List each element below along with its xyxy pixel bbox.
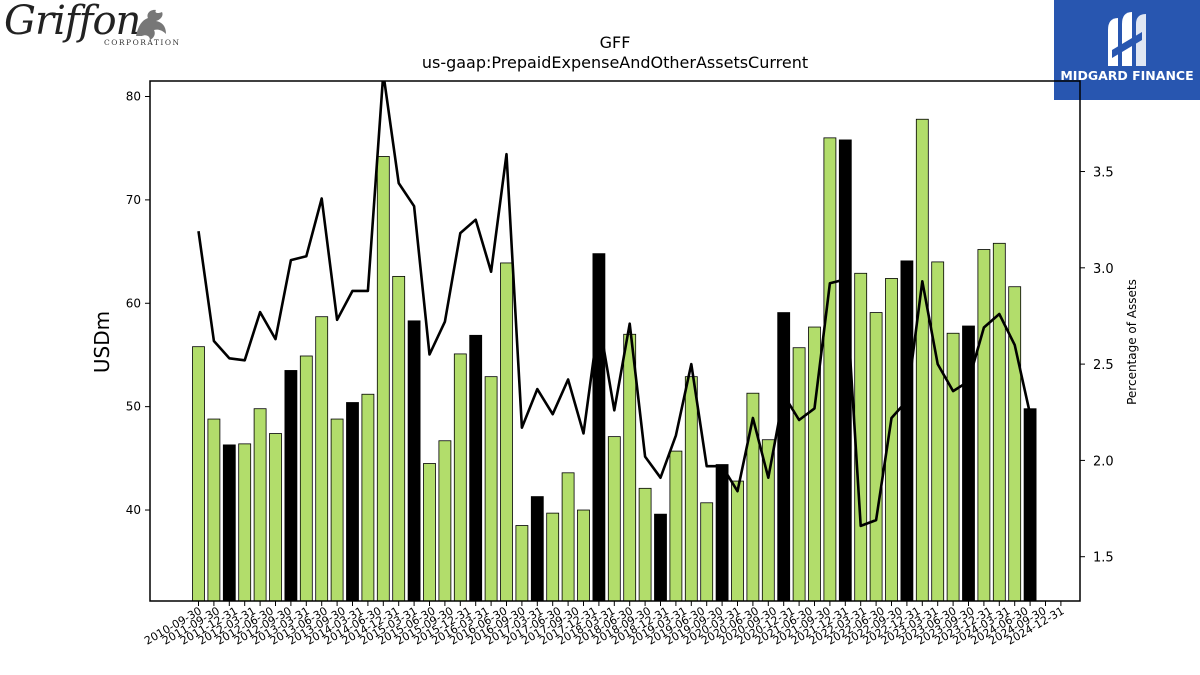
y-tick-label: 40 — [126, 503, 141, 517]
bar-2015-09-30 — [500, 262, 513, 601]
y2-tick-label: 3.5 — [1093, 166, 1114, 181]
y2-tick-label: 3.0 — [1093, 262, 1114, 277]
bar-2010-09-30 — [192, 346, 205, 601]
bar-2017-06-30 — [607, 436, 621, 601]
y2-tick-label: 2.5 — [1093, 358, 1114, 373]
chart-title: GFF — [600, 33, 631, 52]
axes: 40506070801.52.02.53.03.52010-09-302011-… — [126, 80, 1114, 648]
bar-2022-06-30 — [915, 118, 929, 601]
midgard-finance-name: MIDGARD FINANCE — [1060, 68, 1194, 83]
bar-2021-06-30 — [854, 272, 868, 601]
y-tick-label: 50 — [126, 400, 141, 414]
line-series — [197, 81, 1032, 528]
bar-2023-03-31 — [962, 325, 975, 601]
bar-2013-12-31 — [392, 275, 406, 601]
bar-2015-06-30 — [484, 376, 498, 601]
bar-2019-12-31 — [761, 439, 775, 601]
y-tick-label: 60 — [126, 296, 141, 310]
bar-2016-03-31 — [530, 496, 544, 601]
bar-2012-12-31 — [330, 418, 344, 601]
bar-2018-06-30 — [669, 450, 683, 601]
bar-2019-03-31 — [715, 464, 729, 601]
bar-2016-06-30 — [546, 512, 560, 601]
bar-2011-09-30 — [253, 408, 267, 601]
bar-2015-03-31 — [469, 334, 483, 601]
bar-2023-12-31 — [1008, 286, 1022, 601]
bar-2013-09-30 — [376, 156, 390, 601]
y2-tick-label: 1.5 — [1093, 551, 1114, 566]
bar-2015-12-31 — [515, 525, 529, 601]
y-tick-label: 70 — [126, 193, 141, 207]
bar-2011-06-30 — [238, 443, 252, 601]
bar-2017-12-31 — [638, 487, 652, 601]
bar-2017-03-31 — [592, 253, 606, 601]
chart-subtitle: us-gaap:PrepaidExpenseAndOtherAssetsCurr… — [422, 53, 808, 72]
bar-2021-09-30 — [869, 312, 883, 601]
bar-2013-06-30 — [361, 393, 375, 601]
bar-2016-09-30 — [561, 472, 575, 601]
bar-2022-03-31 — [900, 260, 914, 601]
bar-2020-06-30 — [792, 347, 806, 601]
bar-2023-09-30 — [992, 242, 1006, 601]
bar-2014-09-30 — [438, 440, 452, 601]
bar-2022-09-30 — [931, 261, 945, 601]
griffon-logo-text: Griffon — [4, 0, 141, 44]
bar-2019-09-30 — [746, 392, 760, 601]
line-percentage-of-assets — [197, 81, 1032, 528]
y2-tick-label: 2.0 — [1093, 454, 1114, 469]
bar-2023-06-30 — [977, 249, 991, 601]
bar-2014-03-31 — [407, 320, 421, 601]
plot-frame — [149, 80, 1081, 602]
midgard-m-icon — [1108, 12, 1146, 66]
midgard-finance-logo: MIDGARD FINANCE — [1054, 0, 1200, 100]
bar-2021-12-31 — [885, 278, 898, 601]
bar-2018-12-31 — [700, 502, 714, 601]
bar-2020-12-31 — [823, 137, 837, 601]
y-tick-label: 80 — [126, 90, 141, 104]
bar-2012-06-30 — [299, 355, 313, 601]
bar-2016-12-31 — [577, 509, 590, 601]
bar-2024-03-31 — [1023, 408, 1037, 601]
griffin-icon — [136, 9, 166, 40]
y-axis-label: USDm — [90, 311, 114, 373]
bar-2013-03-31 — [346, 402, 359, 601]
bar-2010-12-31 — [207, 418, 221, 601]
bar-2011-03-31 — [222, 444, 236, 601]
bar-2017-09-30 — [623, 333, 637, 601]
bar-2021-03-31 — [838, 139, 852, 601]
bar-2011-12-31 — [269, 433, 282, 601]
griffon-logo: Griffon CORPORATION — [4, 0, 179, 50]
bar-2022-12-31 — [946, 332, 960, 601]
bar-2014-12-31 — [453, 353, 467, 601]
bar-2020-09-30 — [808, 326, 821, 601]
bar-2014-06-30 — [423, 463, 436, 601]
bars — [192, 118, 1037, 601]
y2-axis-label: Percentage of Assets — [1125, 279, 1139, 405]
bar-2020-03-31 — [777, 312, 791, 601]
bar-2018-03-31 — [654, 513, 667, 601]
bar-2012-09-30 — [315, 316, 329, 601]
bar-2018-09-30 — [684, 376, 698, 601]
bar-2019-06-30 — [731, 480, 744, 601]
bar-2012-03-31 — [284, 370, 298, 601]
griffon-logo-subtext: CORPORATION — [104, 38, 181, 47]
